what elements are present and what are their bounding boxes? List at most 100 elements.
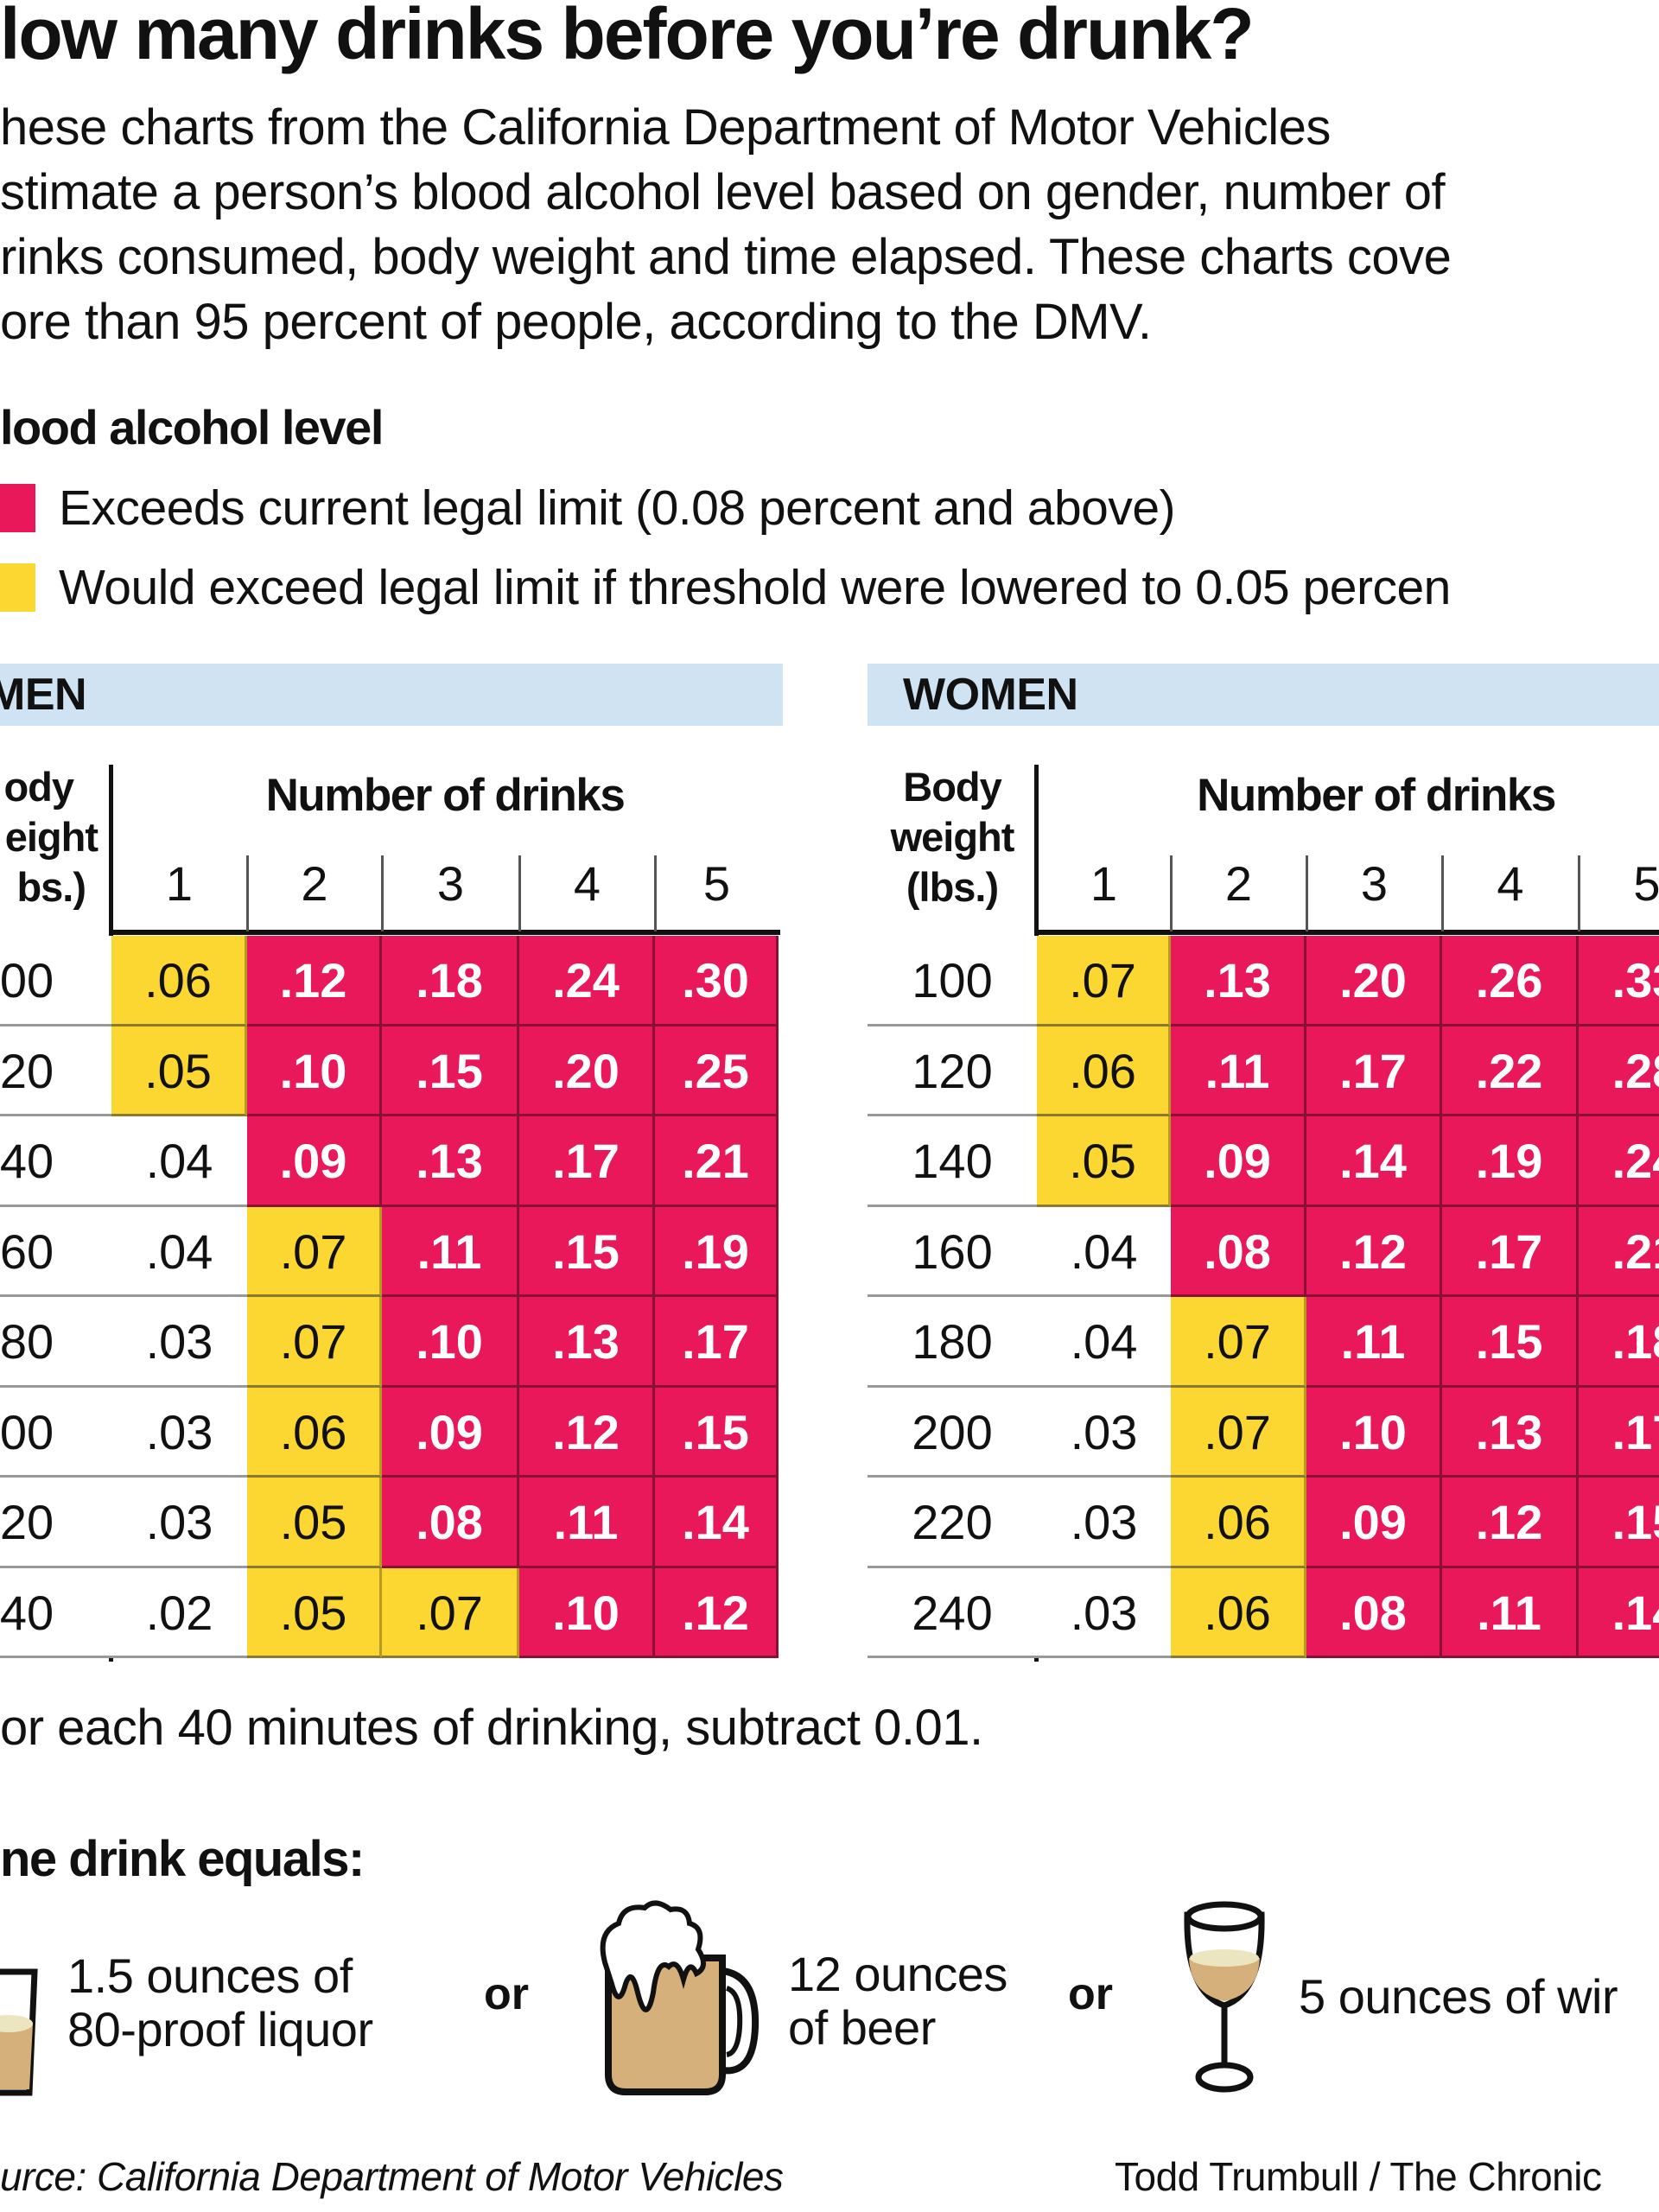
women-bac-cell: .04 <box>1037 1297 1171 1388</box>
women-bac-cell: .03 <box>1037 1387 1171 1478</box>
men-number-of-drinks-label: Number of drinks <box>265 770 626 821</box>
header-line: Body <box>903 764 1002 810</box>
men-bac-cell: .09 <box>247 1116 382 1207</box>
women-bac-cell: .24 <box>1579 1116 1659 1207</box>
liquor-text: 1.5 ounces of 80-proof liquor <box>67 1949 373 2056</box>
men-bac-cell: .03 <box>111 1387 247 1478</box>
header-line: eight <box>4 814 99 860</box>
women-column-header: 3 <box>1360 856 1389 911</box>
men-weight-label: 20 <box>0 1026 111 1116</box>
men-bac-cell: .25 <box>655 1026 779 1116</box>
women-bac-cell: .07 <box>1171 1387 1306 1478</box>
men-bac-cell: .17 <box>519 1116 655 1207</box>
women-bac-cell: .14 <box>1306 1116 1442 1207</box>
men-weight-label: 80 <box>0 1297 111 1388</box>
wine-glass-icon <box>1184 1901 1265 2093</box>
women-bac-cell: .04 <box>1037 1206 1171 1297</box>
men-bac-cell: .08 <box>382 1478 519 1568</box>
credit-line: Todd Trumbull / The Chronic <box>1115 2154 1602 2199</box>
women-bac-cell: .14 <box>1579 1567 1659 1658</box>
women-weight-label: 140 <box>868 1116 1037 1207</box>
women-bac-cell: .20 <box>1306 936 1442 1027</box>
women-bac-cell: .13 <box>1171 936 1306 1027</box>
legend-title: lood alcohol level <box>0 400 384 454</box>
men-weight-label: 40 <box>0 1116 111 1207</box>
men-column-header: 1 <box>165 856 194 911</box>
source-line: urce: California Department of Motor Veh… <box>0 2154 784 2199</box>
women-weight-label: 160 <box>868 1206 1037 1297</box>
women-number-of-drinks-label: Number of drinks <box>1197 770 1556 821</box>
footnote: or each 40 minutes of drinking, subtract… <box>0 1700 983 1756</box>
men-bac-cell: .15 <box>655 1387 779 1478</box>
men-title: MEN <box>0 670 87 720</box>
legend-label: Exceeds current legal limit (0.08 percen… <box>59 480 1176 536</box>
page-title: low many drinks before you’re drunk? <box>0 0 1255 74</box>
women-bac-cell: .05 <box>1037 1116 1171 1207</box>
women-bac-cell: .19 <box>1442 1116 1579 1207</box>
shot-glass-icon <box>0 1968 38 2096</box>
women-bac-cell: .09 <box>1306 1478 1442 1568</box>
men-bac-cell: .04 <box>111 1206 247 1297</box>
women-bac-cell: .13 <box>1442 1387 1579 1478</box>
liquor-line: 1.5 ounces of <box>67 1948 353 2003</box>
legend-label: Would exceed legal limit if threshold we… <box>59 560 1451 615</box>
men-weight-label: 40 <box>0 1567 111 1658</box>
header-line: ody <box>3 764 74 810</box>
women-column-header: 4 <box>1497 856 1524 911</box>
men-bac-cell: .19 <box>655 1206 779 1297</box>
women-bac-cell: .06 <box>1171 1478 1306 1568</box>
women-bac-cell: .08 <box>1306 1567 1442 1658</box>
women-bac-cell: .15 <box>1579 1478 1659 1568</box>
women-column-header: 2 <box>1224 856 1253 911</box>
men-weight-label: 00 <box>0 1387 111 1478</box>
liquor-line: 80-proof liquor <box>67 2002 373 2056</box>
women-body-weight-header: Body weight (lbs.) <box>868 762 1037 912</box>
men-bac-cell: .17 <box>655 1297 779 1388</box>
women-bac-cell: .11 <box>1306 1297 1442 1388</box>
women-title: WOMEN <box>903 670 1078 720</box>
women-bac-cell: .21 <box>1579 1206 1659 1297</box>
women-bac-cell: .06 <box>1037 1026 1171 1116</box>
men-bac-cell: .10 <box>519 1567 655 1658</box>
women-column-header: 5 <box>1633 856 1659 911</box>
men-bac-cell: .15 <box>382 1026 519 1116</box>
men-body-weight-header: ody eight bs.) <box>0 762 111 912</box>
women-bac-cell: .03 <box>1037 1478 1171 1568</box>
men-weight-label: 60 <box>0 1206 111 1297</box>
women-bac-cell: .17 <box>1442 1206 1579 1297</box>
header-line: weight <box>890 814 1015 860</box>
men-bac-cell: .05 <box>111 1026 247 1116</box>
header-line: bs.) <box>16 864 86 910</box>
men-bac-cell: .06 <box>247 1387 382 1478</box>
column-separator <box>1441 855 1444 931</box>
women-weight-label: 100 <box>868 936 1037 1027</box>
column-separator <box>654 855 657 931</box>
men-bac-cell: .05 <box>247 1567 382 1658</box>
intro-line: rinks consumed, body weight and time ela… <box>0 229 1452 285</box>
women-bac-cell: .11 <box>1171 1026 1306 1116</box>
beer-line: of beer <box>788 2000 936 2055</box>
women-bac-cell: .03 <box>1037 1567 1171 1658</box>
men-bac-cell: .30 <box>655 936 779 1027</box>
men-bac-cell: .13 <box>519 1297 655 1388</box>
women-bac-cell: .08 <box>1171 1206 1306 1297</box>
women-weight-label: 180 <box>868 1297 1037 1388</box>
women-bac-cell: .10 <box>1306 1387 1442 1478</box>
or-label: or <box>1068 1969 1113 2019</box>
women-weight-label: 200 <box>868 1387 1037 1478</box>
women-bac-cell: .07 <box>1171 1297 1306 1388</box>
column-separator <box>246 855 249 931</box>
men-bac-cell: .12 <box>247 936 382 1027</box>
men-header-bar: MEN <box>0 664 783 726</box>
women-bac-cell: .12 <box>1306 1206 1442 1297</box>
men-column-header: 4 <box>573 856 601 911</box>
women-bac-cell: .17 <box>1579 1387 1659 1478</box>
men-bac-cell: .02 <box>111 1567 247 1658</box>
men-weight-label: 00 <box>0 936 111 1027</box>
legend-item-would-exceed: Would exceed legal limit if threshold we… <box>0 560 1451 615</box>
men-bac-cell: .24 <box>519 936 655 1027</box>
beer-line: 12 ounces <box>788 1947 1007 2001</box>
header-line: (lbs.) <box>906 864 999 910</box>
wine-text: 5 ounces of wir <box>1299 1969 1618 2024</box>
women-bac-cell: .11 <box>1442 1567 1579 1658</box>
